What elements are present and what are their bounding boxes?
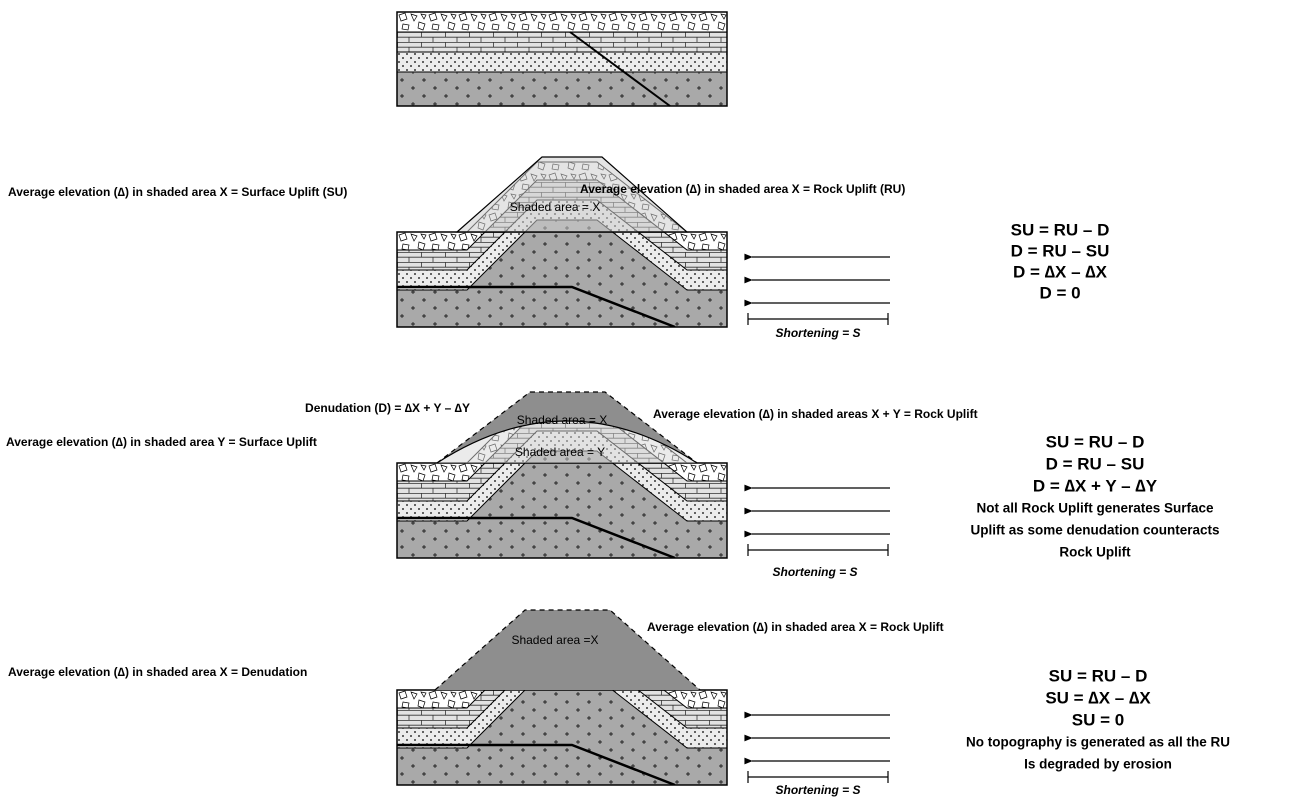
right-label: Average elevation (∆) in shaded area X =… <box>647 620 944 634</box>
shortening-scale <box>747 313 889 325</box>
equation: D = RU – SU <box>1046 454 1145 473</box>
surface-outline <box>436 420 698 464</box>
section-outline <box>396 11 728 107</box>
note: Not all Rock Uplift generates Surface <box>976 501 1214 516</box>
shortening-label: Shortening = S <box>775 783 860 797</box>
folded-section <box>396 391 728 559</box>
top-label: Denudation (D) = ∆X + Y – ∆Y <box>305 401 470 415</box>
rock-layer <box>396 11 728 33</box>
shaded-area-x <box>437 392 697 463</box>
equation: D = RU – SU <box>1011 241 1110 260</box>
shaded-label: Shaded area = X <box>510 200 600 214</box>
rock-layer <box>397 219 727 327</box>
left-label: Average elevation (∆) in shaded area Y =… <box>6 435 317 449</box>
left-label: Average elevation (∆) in shaded area X =… <box>8 185 347 199</box>
shortening-label: Shortening = S <box>772 565 857 579</box>
rock-layer <box>396 51 728 73</box>
equation: SU = ∆X – ∆X <box>1045 688 1151 707</box>
note: Is degraded by erosion <box>1024 757 1172 772</box>
shaded-label-y: Shaded area = Y <box>515 445 605 459</box>
eroded-outline <box>436 391 698 464</box>
shaded-label: Shaded area =X <box>511 633 598 647</box>
note: No topography is generated as all the RU <box>966 735 1230 750</box>
equation: SU = RU – D <box>1049 666 1148 685</box>
shaded-label: Shaded area = X <box>517 413 607 427</box>
equation: SU = RU – D <box>1046 432 1145 451</box>
rock-layer <box>396 31 728 53</box>
thrust <box>397 285 676 327</box>
right-label: Average elevation (∆) in shaded area X =… <box>580 182 905 196</box>
equation: D = ∆X + Y – ∆Y <box>1033 476 1158 495</box>
equation: D = 0 <box>1039 283 1080 302</box>
fault <box>569 31 671 107</box>
shortening-scale <box>747 544 889 556</box>
shortening-scale <box>747 771 889 783</box>
rock-layer <box>397 450 727 558</box>
note: Uplift as some denudation counteracts <box>970 523 1219 538</box>
shortening-label: Shortening = S <box>775 326 860 340</box>
undeformed-section <box>396 11 728 107</box>
note: Rock Uplift <box>1059 545 1131 560</box>
folded-section <box>396 609 728 786</box>
left-label: Average elevation (∆) in shaded area X =… <box>8 665 307 679</box>
equation: SU = 0 <box>1072 710 1124 729</box>
shaded-area <box>455 156 689 233</box>
thrust <box>397 743 676 785</box>
rock-layer <box>397 690 727 785</box>
right-label: Average elevation (∆) in shaded areas X … <box>653 407 978 421</box>
layers <box>397 690 727 785</box>
equation: SU = RU – D <box>1011 220 1110 239</box>
eroded-outline <box>434 609 701 691</box>
thrust <box>397 516 676 558</box>
shaded-area-x <box>435 610 700 690</box>
equation: D = ∆X – ∆X <box>1013 262 1108 281</box>
rock-layer <box>396 71 728 107</box>
folded-section <box>396 156 728 328</box>
